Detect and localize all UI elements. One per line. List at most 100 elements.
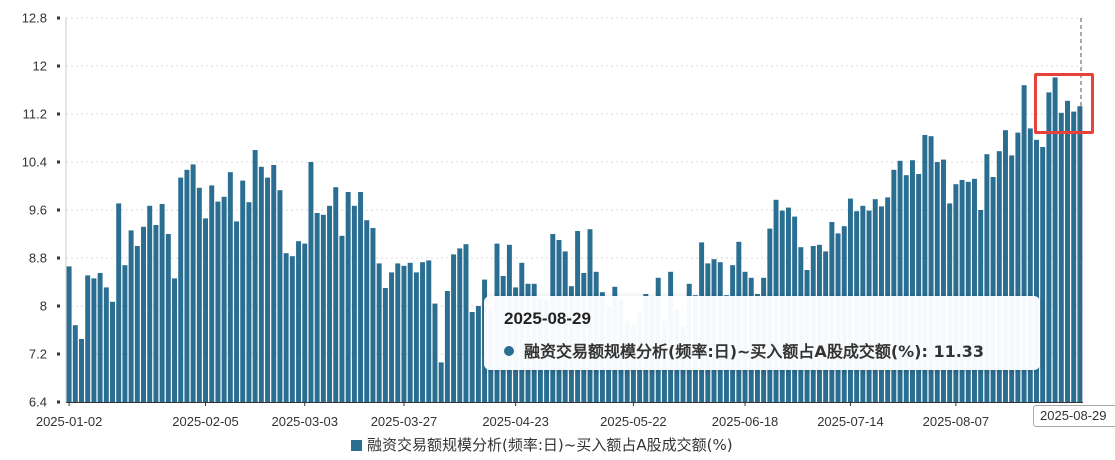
bar[interactable] [1003, 130, 1008, 402]
bar[interactable] [891, 169, 897, 402]
bar[interactable] [1027, 128, 1033, 402]
bar[interactable] [1021, 85, 1027, 402]
bar[interactable] [1015, 132, 1021, 402]
bar[interactable] [959, 180, 965, 402]
bar[interactable] [190, 164, 196, 402]
bar[interactable] [972, 178, 977, 402]
bar[interactable] [91, 278, 97, 402]
bar[interactable] [1052, 77, 1058, 403]
bar[interactable] [97, 273, 103, 402]
bar[interactable] [469, 312, 475, 402]
bar[interactable] [444, 291, 450, 402]
bar[interactable] [308, 162, 314, 402]
bar[interactable] [475, 306, 481, 402]
bar[interactable] [1040, 147, 1046, 402]
bar[interactable] [457, 248, 463, 402]
bar[interactable] [1058, 112, 1064, 403]
bar[interactable] [240, 180, 246, 402]
bar[interactable] [271, 165, 277, 402]
bar[interactable] [289, 256, 295, 402]
bar[interactable] [996, 151, 1002, 402]
bar[interactable] [1065, 100, 1070, 403]
bar[interactable] [227, 172, 233, 402]
bar[interactable] [172, 278, 177, 402]
bar[interactable] [116, 203, 122, 402]
bar[interactable] [333, 187, 339, 402]
bar[interactable] [990, 177, 996, 402]
bar[interactable] [314, 213, 320, 402]
bar[interactable] [1034, 139, 1039, 403]
tooltip-separator: : [921, 342, 934, 361]
bar[interactable] [358, 192, 364, 402]
bar[interactable] [451, 254, 457, 402]
bar[interactable] [463, 244, 469, 402]
bar[interactable] [897, 160, 903, 402]
bar[interactable] [339, 235, 345, 402]
bar[interactable] [413, 272, 419, 402]
bar[interactable] [258, 166, 264, 402]
y-tick-mark [57, 352, 60, 356]
bar[interactable] [221, 196, 227, 402]
y-axis: 6.4 7.2 8 8.8 9.6 10.4 11.2 12 12.8 [22, 11, 67, 410]
bar[interactable] [420, 262, 426, 402]
bar[interactable] [320, 214, 326, 402]
bar[interactable] [209, 185, 215, 402]
bar[interactable] [203, 218, 209, 402]
bar[interactable] [196, 187, 202, 402]
bar[interactable] [376, 263, 382, 402]
bar[interactable] [934, 162, 940, 402]
bar[interactable] [940, 159, 946, 402]
bar[interactable] [389, 272, 395, 402]
bar[interactable] [234, 221, 240, 402]
bar[interactable] [153, 225, 159, 402]
bar[interactable] [1071, 111, 1077, 402]
bar[interactable] [159, 204, 165, 402]
bar[interactable] [128, 230, 134, 402]
bar[interactable] [265, 177, 271, 402]
bar[interactable] [351, 205, 357, 402]
bar[interactable] [178, 177, 184, 402]
bar[interactable] [110, 301, 115, 402]
bar[interactable] [928, 136, 934, 402]
legend[interactable]: 融资交易额规模分析(频率:日)~买入额占A股成交额(%) [351, 436, 733, 454]
bar[interactable] [438, 362, 444, 402]
bar[interactable] [953, 184, 959, 402]
bar[interactable] [426, 260, 432, 402]
bar[interactable] [382, 288, 388, 402]
bar[interactable] [215, 201, 221, 402]
bar[interactable] [327, 205, 333, 402]
bar[interactable] [66, 266, 72, 402]
bar[interactable] [407, 262, 413, 402]
bar[interactable] [345, 192, 351, 402]
bar[interactable] [395, 263, 401, 402]
bar[interactable] [302, 243, 308, 402]
bar[interactable] [85, 275, 91, 402]
bar[interactable] [364, 220, 370, 402]
bar[interactable] [184, 169, 190, 402]
bar[interactable] [1077, 106, 1083, 402]
bar[interactable] [252, 150, 258, 402]
bar[interactable] [922, 135, 928, 402]
bar[interactable] [984, 154, 990, 402]
bar[interactable] [1009, 155, 1015, 402]
bar[interactable] [246, 202, 252, 402]
bar[interactable] [134, 246, 140, 402]
bar[interactable] [909, 160, 915, 402]
bar[interactable] [916, 174, 922, 402]
bar[interactable] [122, 265, 128, 402]
bar[interactable] [277, 190, 283, 402]
bar[interactable] [903, 175, 909, 402]
bar[interactable] [296, 241, 302, 402]
bar[interactable] [165, 234, 171, 402]
bar[interactable] [72, 325, 78, 402]
bar[interactable] [103, 287, 109, 402]
bar[interactable] [79, 339, 84, 402]
bar[interactable] [401, 265, 407, 402]
bar[interactable] [283, 253, 289, 402]
bar[interactable] [1046, 92, 1052, 403]
bar[interactable] [370, 228, 376, 402]
bar[interactable] [147, 205, 153, 402]
bar[interactable] [432, 303, 438, 402]
bar[interactable] [141, 226, 146, 402]
bar[interactable] [965, 181, 971, 402]
